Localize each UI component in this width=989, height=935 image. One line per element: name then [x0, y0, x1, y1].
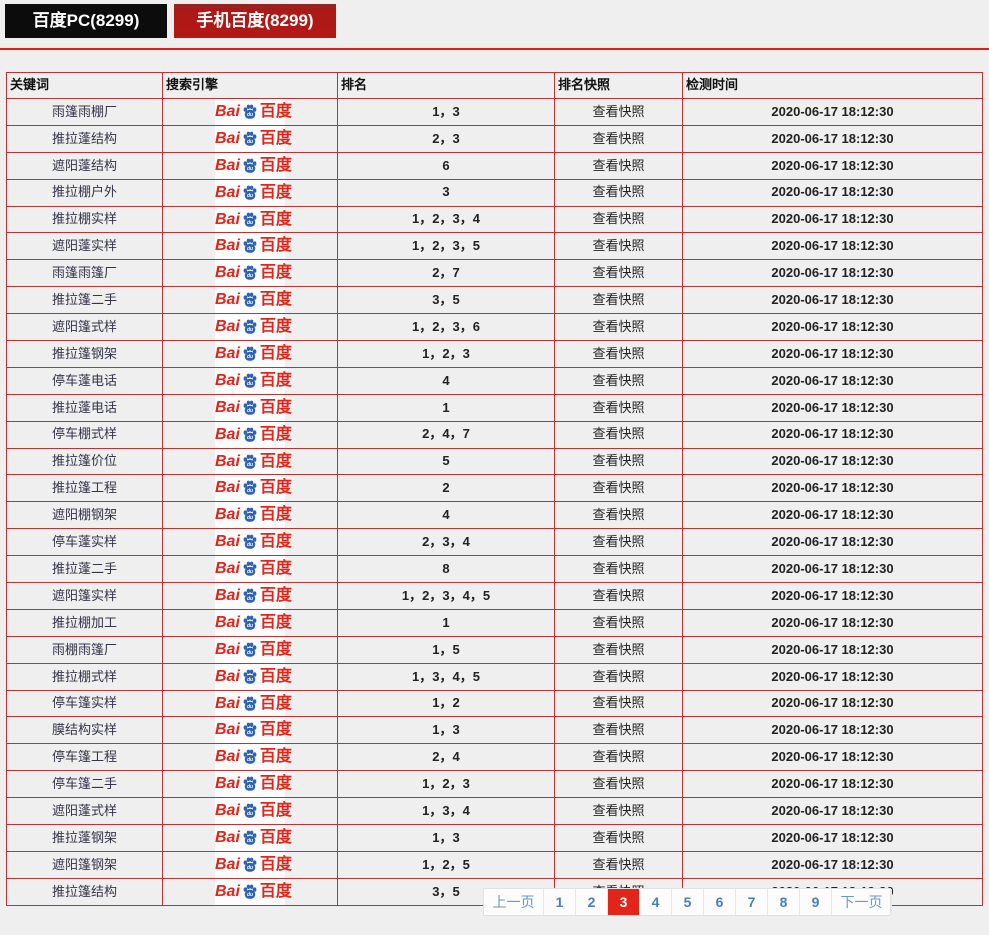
- svg-text:du: du: [247, 811, 253, 817]
- svg-text:du: du: [247, 408, 253, 414]
- svg-text:du: du: [247, 838, 253, 844]
- svg-text:du: du: [247, 650, 253, 656]
- svg-text:du: du: [247, 220, 253, 226]
- svg-text:du: du: [247, 596, 253, 602]
- svg-text:du: du: [247, 462, 253, 468]
- svg-text:du: du: [247, 166, 253, 172]
- svg-text:du: du: [247, 273, 253, 279]
- svg-text:du: du: [247, 784, 253, 790]
- svg-text:du: du: [247, 193, 253, 199]
- svg-text:du: du: [247, 542, 253, 548]
- svg-text:du: du: [247, 488, 253, 494]
- svg-text:du: du: [247, 354, 253, 360]
- svg-text:du: du: [247, 569, 253, 575]
- svg-text:du: du: [247, 112, 253, 118]
- svg-text:du: du: [247, 515, 253, 521]
- svg-text:du: du: [247, 246, 253, 252]
- svg-text:du: du: [247, 757, 253, 763]
- svg-text:du: du: [247, 623, 253, 629]
- svg-text:du: du: [247, 139, 253, 145]
- svg-text:du: du: [247, 300, 253, 306]
- svg-text:du: du: [247, 704, 253, 710]
- svg-text:du: du: [247, 435, 253, 441]
- svg-text:du: du: [247, 677, 253, 683]
- svg-text:du: du: [247, 381, 253, 387]
- svg-text:du: du: [247, 892, 253, 898]
- svg-text:du: du: [247, 865, 253, 871]
- svg-text:du: du: [247, 327, 253, 333]
- svg-text:du: du: [247, 730, 253, 736]
